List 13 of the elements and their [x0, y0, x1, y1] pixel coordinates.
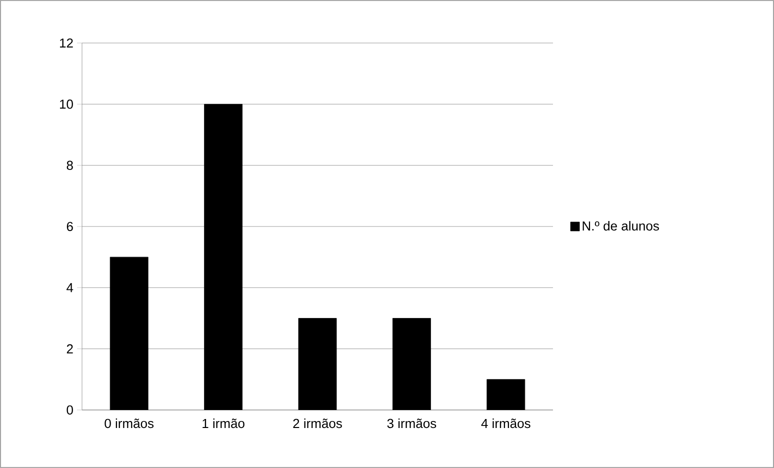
x-tick-label: 0 irmãos	[104, 418, 154, 428]
y-tick-label: 0	[66, 405, 73, 415]
x-tick-label: 4 irmãos	[481, 418, 530, 428]
y-tick-label: 10	[60, 100, 73, 109]
y-tick-label: 8	[66, 160, 73, 170]
y-tick-label: 6	[66, 222, 73, 232]
x-tick-label: 2 irmãos	[293, 418, 342, 428]
x-tick-label: 1 irmão	[202, 418, 244, 428]
y-tick-label: 12	[60, 38, 73, 48]
y-tick-label: 4	[66, 283, 74, 292]
x-tick-label: 3 irmãos	[387, 418, 436, 428]
legend-label: N.º de alunos	[582, 221, 659, 231]
y-tick-label: 2	[66, 344, 73, 354]
